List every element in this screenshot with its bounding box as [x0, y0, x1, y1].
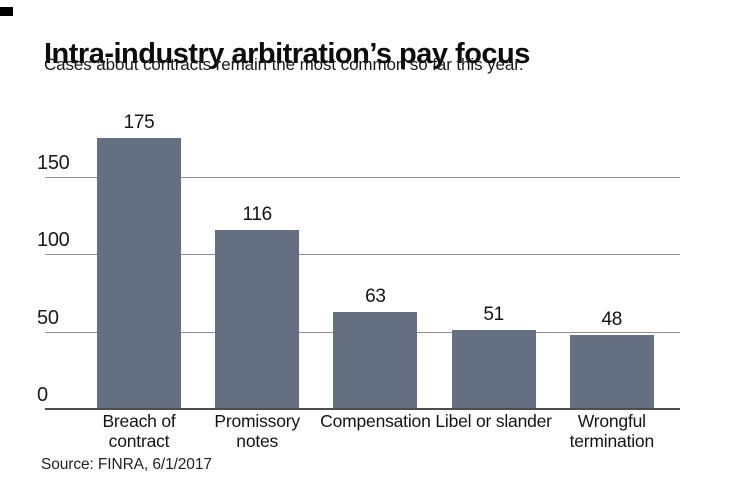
gridline [45, 177, 680, 178]
y-axis-tick-label: 0 [37, 384, 48, 407]
gridline [45, 254, 680, 256]
bar-value-label: 48 [601, 308, 623, 330]
chart-title: Intra-industry arbitration’s pay focus [44, 38, 530, 71]
bar [333, 311, 418, 409]
x-axis-category-label: Wrongful termination [569, 411, 655, 451]
corner-tag-icon [0, 7, 13, 16]
bar-value-label: 175 [123, 112, 155, 134]
x-axis-line [45, 408, 680, 410]
bar [97, 138, 181, 409]
bar [215, 229, 300, 409]
bar [451, 330, 536, 409]
x-axis-category-label: Promissory notes [214, 411, 300, 451]
x-axis-category-label: Libel or slander [435, 411, 552, 431]
bar-value-label: 51 [483, 304, 504, 326]
bar-value-label: 116 [242, 203, 272, 225]
x-axis-category-label: Breach of contract [102, 411, 176, 451]
bar [569, 334, 654, 409]
x-axis-category-label: Compensation [320, 411, 431, 431]
chart-subtitle: Cases about contracts remain the most co… [44, 55, 524, 74]
source-note: Source: FINRA, 6/1/2017 [41, 456, 212, 473]
bar-value-label: 63 [365, 285, 386, 307]
y-axis-tick-label: 100 [37, 229, 70, 253]
y-axis-tick-label: 150 [37, 152, 70, 175]
y-axis-tick-label: 50 [37, 306, 59, 330]
